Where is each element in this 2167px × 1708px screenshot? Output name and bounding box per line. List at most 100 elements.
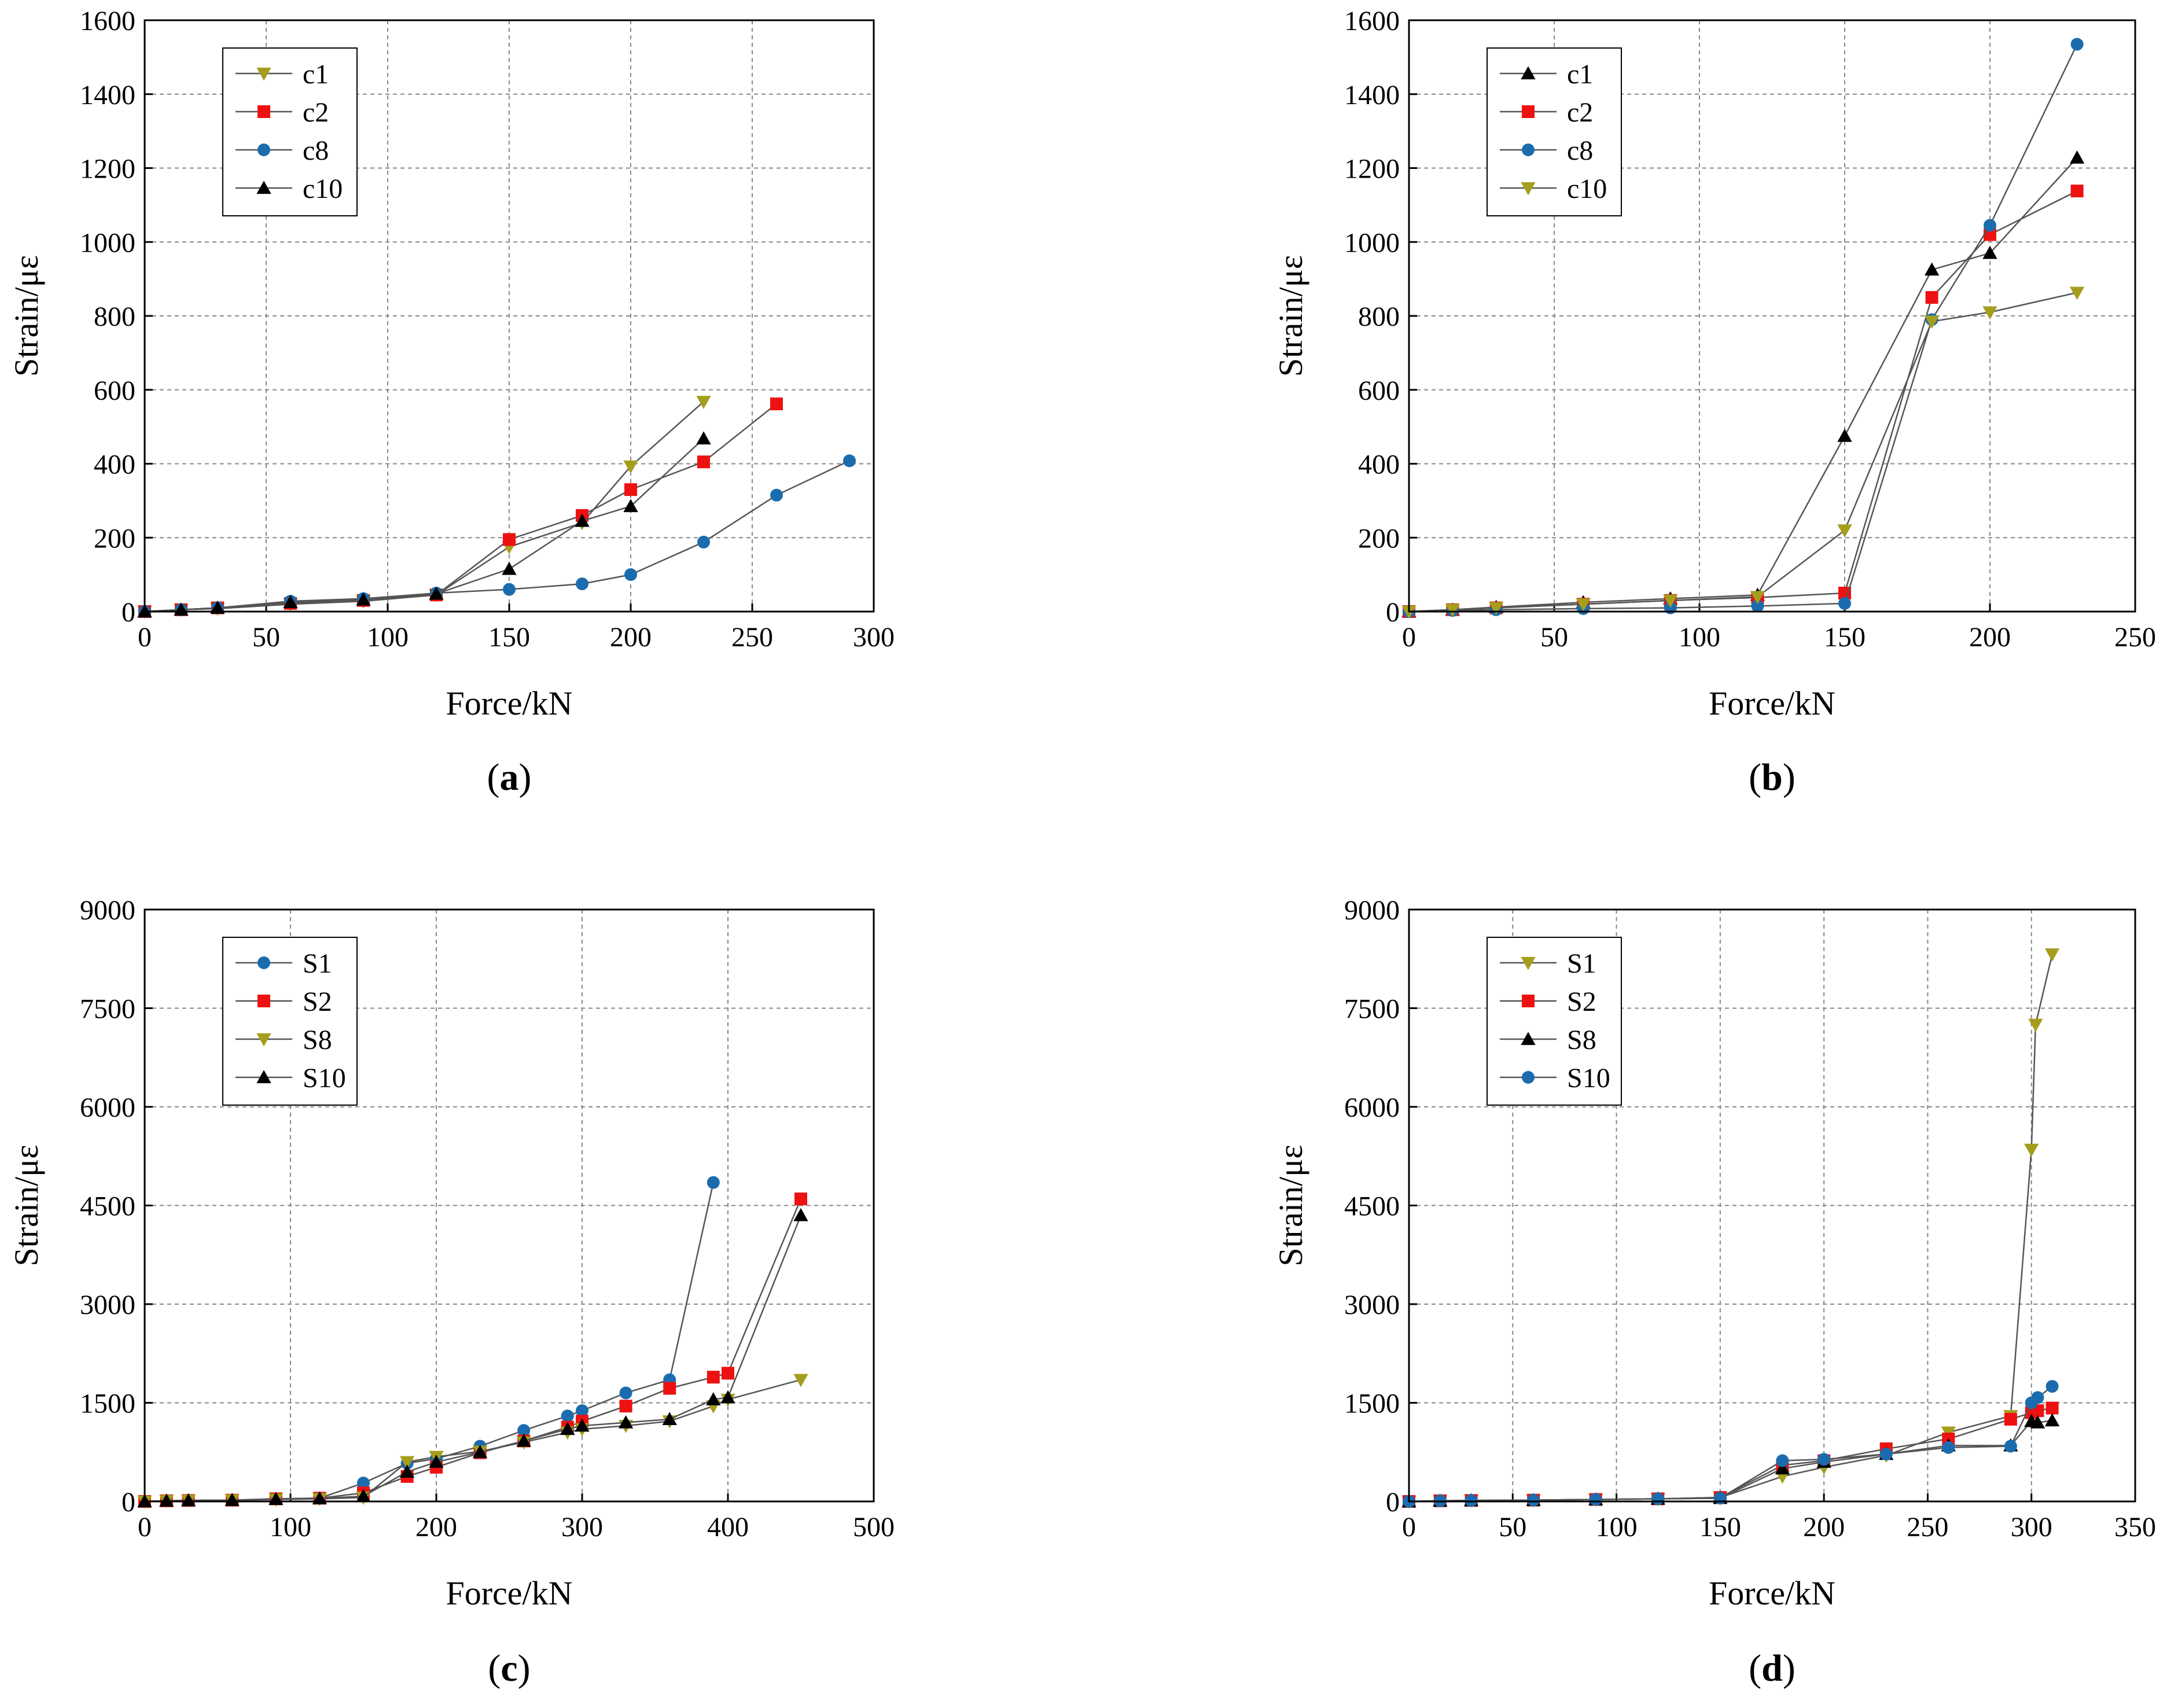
- legend-label: c2: [303, 97, 329, 128]
- y-tick-label: 9000: [80, 895, 135, 926]
- data-point-c1: [696, 396, 711, 409]
- data-point-c2: [697, 455, 710, 469]
- data-point-c10: [1663, 594, 1678, 608]
- data-point-S10: [2031, 1391, 2044, 1404]
- y-tick-label: 600: [94, 376, 135, 406]
- panel-label: (d): [1749, 1647, 1796, 1689]
- data-point-c8: [624, 568, 637, 581]
- data-point-S10: [159, 1493, 174, 1507]
- data-point-S10: [516, 1433, 531, 1447]
- y-tick-label: 6000: [80, 1092, 135, 1123]
- y-axis-title: Strain/με: [8, 1144, 45, 1266]
- data-point-S1: [357, 1477, 370, 1490]
- y-tick-label: 0: [122, 597, 135, 628]
- data-point-S10: [1879, 1448, 1893, 1461]
- data-point-c8: [1838, 597, 1851, 610]
- legend-label: S8: [1567, 1025, 1596, 1055]
- y-tick-label: 1000: [80, 227, 135, 258]
- data-point-S2: [619, 1400, 632, 1413]
- legend-label: S2: [303, 986, 332, 1017]
- plot-frame: [1408, 908, 2136, 1503]
- panel-label: (a): [487, 756, 532, 798]
- series-line-S10: [144, 1215, 802, 1503]
- x-tick-label: 0: [138, 622, 152, 653]
- panel-letter: c: [501, 1647, 517, 1689]
- legend-marker-S8: [256, 1033, 271, 1047]
- legend-marker-c8: [257, 143, 270, 156]
- data-point-c10: [1982, 306, 1997, 320]
- data-point-S2: [722, 1367, 734, 1380]
- series-line-c10: [144, 438, 704, 613]
- x-tick-label: 100: [367, 622, 409, 653]
- y-tick-label: 200: [94, 523, 135, 554]
- legend-marker-c2: [1522, 105, 1535, 118]
- legend: S1 S2 S8 S10: [1487, 937, 1622, 1106]
- series-line-c1: [144, 401, 704, 613]
- y-tick-label: 7500: [1344, 994, 1400, 1025]
- data-point-c10: [575, 513, 590, 527]
- legend-label: S1: [1567, 948, 1596, 979]
- data-point-S10: [1651, 1492, 1665, 1505]
- data-point-S10: [706, 1392, 721, 1405]
- legend-label: S8: [303, 1025, 332, 1055]
- x-tick-label: 200: [1969, 622, 2011, 653]
- y-tick-label: 200: [1358, 523, 1400, 554]
- x-tick-label: 0: [1402, 622, 1416, 653]
- panel-b: 0 50 100 150 200 250 0 200 400 600 800 1000 1200 1400…: [1272, 6, 2156, 798]
- x-tick-label: 250: [731, 622, 773, 653]
- x-tick-label: 250: [1907, 1512, 1948, 1543]
- data-point-c1: [623, 460, 638, 474]
- series-line-S1: [144, 1182, 715, 1503]
- data-point-S10: [399, 1464, 415, 1478]
- data-point-S1: [2044, 948, 2060, 962]
- data-point-S1: [2028, 1018, 2043, 1032]
- x-tick-label: 150: [488, 622, 530, 653]
- y-tick-label: 9000: [1344, 895, 1400, 926]
- x-tick-label: 250: [2114, 622, 2156, 653]
- x-tick-label: 150: [1699, 1512, 1741, 1543]
- legend: c1 c2 c8 c10: [222, 47, 358, 216]
- plot-frame: [144, 908, 875, 1503]
- legend-marker-c8: [1522, 143, 1535, 156]
- y-tick-label: 800: [94, 301, 135, 332]
- data-point-c8: [1751, 599, 1764, 613]
- legend-marker-c10: [256, 181, 271, 194]
- x-tick-label: 400: [707, 1512, 749, 1543]
- x-axis-title: Force/kN: [1709, 684, 1835, 722]
- data-point-S1: [561, 1409, 574, 1423]
- legend-label: c8: [303, 135, 329, 166]
- data-point-S10: [2004, 1440, 2017, 1453]
- data-point-c10: [2069, 286, 2085, 300]
- data-point-S1: [2024, 1143, 2039, 1157]
- panel-label: (c): [488, 1647, 530, 1689]
- legend-label: S10: [303, 1063, 346, 1094]
- data-point-S10: [575, 1418, 590, 1432]
- data-point-c2: [503, 533, 516, 546]
- data-point-S2: [794, 1192, 807, 1206]
- data-point-S10: [618, 1415, 634, 1429]
- x-tick-label: 0: [1402, 1512, 1416, 1543]
- data-point-S1: [517, 1424, 531, 1437]
- data-point-c8: [576, 577, 588, 591]
- series-line-S2: [144, 1198, 802, 1503]
- data-point-S10: [429, 1455, 444, 1468]
- legend: S1 S2 S8 S10: [222, 937, 358, 1106]
- series-line-c2: [1408, 190, 2078, 613]
- y-tick-label: 0: [1386, 597, 1400, 628]
- data-point-c8: [1984, 219, 1996, 232]
- series-line-c1: [1408, 157, 2078, 613]
- series-line-c10: [1408, 292, 2077, 613]
- series-line-S2: [1408, 1407, 2052, 1503]
- x-tick-label: 200: [610, 622, 652, 653]
- legend-label: c1: [303, 59, 329, 90]
- data-point-c2: [624, 483, 637, 496]
- y-tick-label: 4500: [1344, 1191, 1400, 1222]
- y-tick-label: 1400: [1344, 80, 1400, 111]
- y-tick-label: 3000: [1344, 1290, 1400, 1320]
- y-tick-label: 7500: [80, 994, 135, 1025]
- data-point-c10: [1576, 598, 1591, 612]
- data-point-c1: [1837, 428, 1852, 442]
- data-point-S8: [1775, 1461, 1790, 1475]
- x-tick-label: 200: [415, 1512, 457, 1543]
- data-point-S10: [1589, 1493, 1602, 1506]
